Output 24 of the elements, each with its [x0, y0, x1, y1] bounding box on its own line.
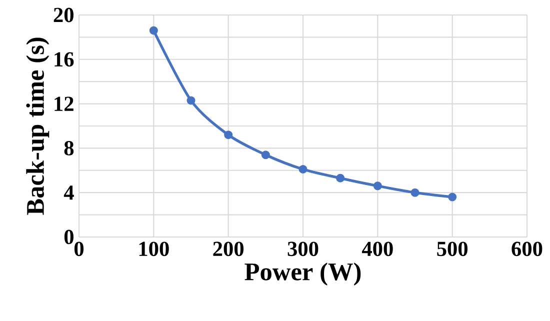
- point: [186, 96, 196, 105]
- point: [336, 174, 345, 182]
- y-tick-label: 12: [54, 96, 74, 111]
- point: [298, 165, 308, 174]
- x-tick-label: 300: [288, 242, 318, 256]
- y-tick-label: 4: [64, 186, 74, 200]
- x-axis-title: Power (W): [244, 262, 361, 286]
- point: [149, 26, 158, 35]
- point: [448, 192, 457, 202]
- x-tick-label: 100: [139, 242, 169, 256]
- x-tick-label: 200: [213, 242, 244, 256]
- point: [373, 182, 382, 190]
- y-tick-label: 0: [64, 230, 74, 244]
- y-tick-label: 8: [64, 141, 74, 156]
- x-tick-label: 0: [74, 242, 84, 256]
- point: [224, 130, 233, 140]
- y-axis-title: Back-up time (s): [26, 38, 50, 215]
- y-tick-label: 16: [54, 52, 74, 67]
- x-tick-label: 400: [362, 242, 393, 256]
- y-tick-label: 20: [54, 8, 74, 22]
- x-tick-label: 600: [512, 242, 542, 256]
- point: [261, 150, 270, 160]
- point: [410, 188, 420, 197]
- x-tick-label: 500: [437, 242, 468, 256]
